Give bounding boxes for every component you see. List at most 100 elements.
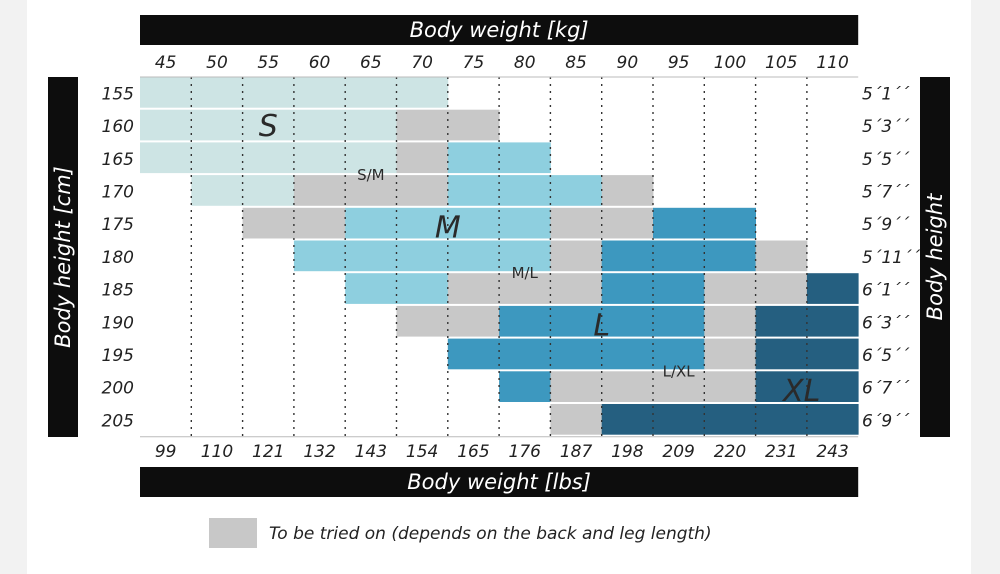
lbs-tick-label: 121 bbox=[252, 442, 284, 462]
cell-m bbox=[499, 240, 551, 272]
lbs-tick-label: 143 bbox=[355, 442, 387, 462]
cell-l bbox=[601, 338, 654, 370]
zone-label-s-m: S/M bbox=[357, 166, 385, 184]
cell-s bbox=[293, 109, 346, 141]
cell-s bbox=[293, 77, 346, 108]
cell-l bbox=[653, 273, 705, 304]
cell-l bbox=[499, 338, 551, 370]
ft-tick-label: 5´1´´ bbox=[862, 84, 910, 104]
cell-m bbox=[447, 142, 500, 174]
ft-tick-label: 6´7´´ bbox=[862, 379, 910, 399]
cell-s bbox=[242, 77, 295, 108]
lbs-tick-label: 165 bbox=[457, 442, 489, 462]
zone-label-m: M bbox=[435, 210, 461, 245]
cell-l bbox=[447, 338, 500, 370]
cm-tick-label: 180 bbox=[102, 248, 134, 268]
cell-gray bbox=[550, 240, 603, 272]
cell-xl bbox=[755, 404, 808, 435]
kg-tick-label: 90 bbox=[617, 53, 639, 73]
cell-m bbox=[499, 207, 551, 239]
cell-gray bbox=[499, 273, 551, 304]
cm-tick-label: 200 bbox=[102, 379, 134, 399]
lbs-tick-label: 132 bbox=[303, 442, 335, 462]
cell-gray bbox=[293, 207, 346, 239]
cell-gray bbox=[396, 142, 449, 174]
left-axis-title-bar bbox=[48, 77, 78, 437]
bottom-axis-title: Body weight [lbs] bbox=[407, 470, 591, 494]
cell-xl bbox=[653, 404, 705, 435]
ft-tick-label: 5´9´´ bbox=[862, 215, 910, 235]
cell-s bbox=[396, 77, 449, 108]
cell-s bbox=[345, 77, 397, 108]
cell-xl bbox=[806, 273, 859, 304]
legend-label: To be tried on (depends on the back and … bbox=[269, 524, 712, 544]
cell-s bbox=[242, 109, 295, 141]
right-axis-title: Body height bbox=[923, 193, 947, 320]
cell-xl bbox=[806, 404, 859, 435]
cell-l bbox=[704, 207, 756, 239]
lbs-tick-label: 110 bbox=[201, 442, 233, 462]
cell-gray bbox=[396, 109, 449, 141]
cell-s bbox=[140, 142, 192, 174]
kg-tick-label: 80 bbox=[514, 53, 536, 73]
ft-tick-label: 5´7´´ bbox=[862, 182, 910, 202]
cell-gray bbox=[550, 273, 603, 304]
cell-gray bbox=[755, 273, 808, 304]
kg-tick-label: 50 bbox=[206, 53, 228, 73]
cell-m bbox=[345, 273, 397, 304]
cm-tick-label: 190 bbox=[102, 313, 134, 333]
zone-label-xl: XL bbox=[781, 374, 820, 409]
cell-l bbox=[653, 240, 705, 272]
cell-gray bbox=[396, 175, 449, 206]
cm-tick-label: 165 bbox=[102, 150, 134, 170]
cell-gray bbox=[755, 240, 808, 272]
ft-tick-label: 5´3´´ bbox=[862, 117, 910, 137]
kg-tick-label: 55 bbox=[257, 53, 279, 73]
cell-gray bbox=[601, 207, 654, 239]
cell-s bbox=[242, 175, 295, 206]
cell-l bbox=[704, 240, 756, 272]
cell-gray bbox=[550, 404, 603, 435]
cell-gray bbox=[345, 175, 397, 206]
cell-l bbox=[653, 207, 705, 239]
cell-m bbox=[499, 142, 551, 174]
kg-tick-label: 95 bbox=[668, 53, 690, 73]
cm-tick-label: 195 bbox=[102, 346, 134, 366]
bottom-axis-title-bar bbox=[140, 467, 859, 497]
lbs-tick-label: 154 bbox=[406, 442, 438, 462]
cell-xl bbox=[806, 305, 859, 337]
cell-l bbox=[601, 305, 654, 337]
cell-l bbox=[601, 240, 654, 272]
cell-xl bbox=[755, 371, 808, 402]
cell-gray bbox=[601, 175, 654, 206]
kg-tick-label: 75 bbox=[463, 53, 485, 73]
lbs-tick-label: 220 bbox=[714, 442, 746, 462]
size-chart-card: Body weight [kg] Body weight [lbs] Body he… bbox=[27, 0, 971, 574]
cell-m bbox=[293, 240, 346, 272]
cm-tick-label: 185 bbox=[102, 281, 134, 301]
top-axis-title: Body weight [kg] bbox=[410, 18, 589, 42]
cell-s bbox=[191, 142, 243, 174]
ft-tick-label: 6´1´´ bbox=[862, 281, 910, 301]
kg-tick-label: 60 bbox=[309, 53, 331, 73]
cell-gray bbox=[550, 371, 603, 402]
cell-m bbox=[396, 273, 449, 304]
cell-m bbox=[345, 240, 397, 272]
cell-gray bbox=[396, 305, 449, 337]
ft-tick-label: 5´5´´ bbox=[862, 150, 910, 170]
cell-gray bbox=[704, 371, 756, 402]
cm-tick-label: 170 bbox=[102, 182, 134, 202]
kg-tick-label: 110 bbox=[816, 53, 848, 73]
cm-tick-label: 175 bbox=[102, 215, 134, 235]
cell-m bbox=[396, 240, 449, 272]
size-chart: Body weight [kg] Body weight [lbs] Body he… bbox=[48, 15, 950, 548]
cell-m bbox=[499, 175, 551, 206]
zone-label-m-l: M/L bbox=[512, 264, 539, 282]
cell-m bbox=[550, 175, 603, 206]
ft-tick-label: 6´3´´ bbox=[862, 313, 910, 333]
cell-gray bbox=[550, 207, 603, 239]
ft-tick-label: 6´5´´ bbox=[862, 346, 910, 366]
cell-l bbox=[653, 305, 705, 337]
zone-label-l: L bbox=[593, 309, 610, 344]
lbs-tick-label: 231 bbox=[765, 442, 797, 462]
